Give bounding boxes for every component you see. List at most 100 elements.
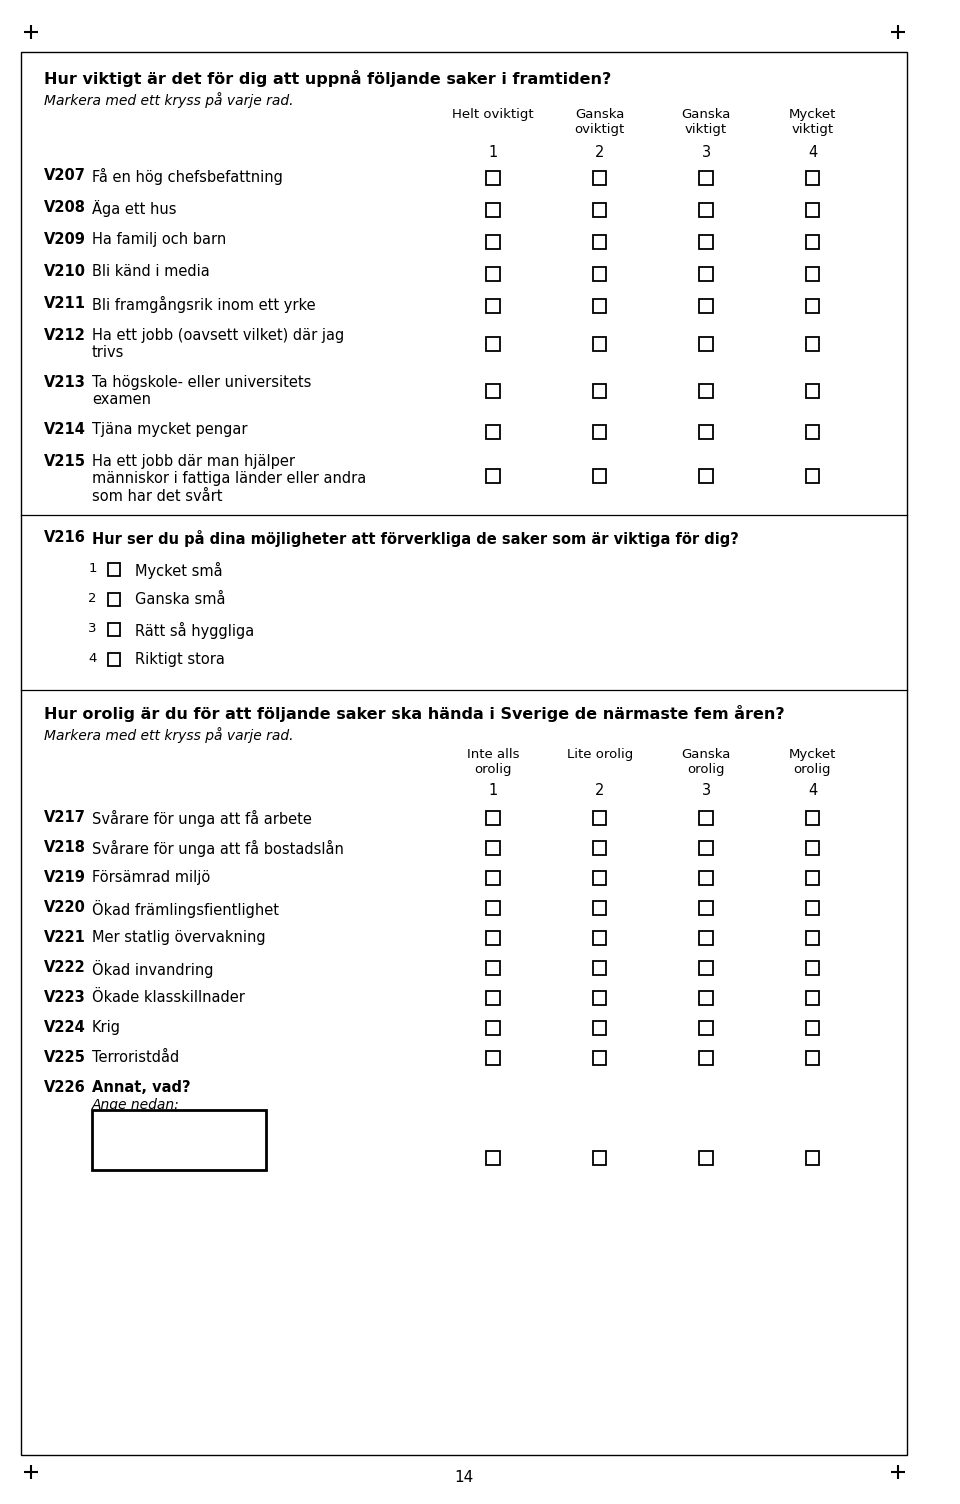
Bar <box>593 268 607 281</box>
Text: 4: 4 <box>807 144 817 159</box>
Text: Riktigt stora: Riktigt stora <box>135 653 226 666</box>
Bar <box>593 299 607 313</box>
Bar <box>593 961 607 975</box>
Bar <box>805 337 819 350</box>
Bar <box>487 426 500 439</box>
Text: Bli framgångsrik inom ett yrke: Bli framgångsrik inom ett yrke <box>92 296 316 313</box>
Text: Krig: Krig <box>92 1020 121 1035</box>
Bar <box>699 1151 713 1166</box>
Text: Ha familj och barn: Ha familj och barn <box>92 232 227 247</box>
Text: 4: 4 <box>807 784 817 799</box>
Bar <box>805 991 819 1005</box>
Bar <box>805 203 819 217</box>
Bar <box>699 203 713 217</box>
Text: Ha ett jobb där man hjälper
människor i fattiga länder eller andra
som har det s: Ha ett jobb där man hjälper människor i … <box>92 454 366 504</box>
Text: Svårare för unga att få arbete: Svårare för unga att få arbete <box>92 811 312 827</box>
Text: Annat, vad?: Annat, vad? <box>92 1080 190 1095</box>
Bar <box>92 1110 266 1170</box>
Bar <box>487 991 500 1005</box>
Bar <box>699 871 713 884</box>
Bar <box>487 811 500 826</box>
Bar <box>699 469 713 483</box>
Bar <box>699 1021 713 1035</box>
Bar <box>699 961 713 975</box>
Bar <box>699 841 713 854</box>
Bar <box>805 171 819 185</box>
Text: Markera med ett kryss på varje rad.: Markera med ett kryss på varje rad. <box>43 726 293 743</box>
Bar <box>805 1021 819 1035</box>
Text: Lite orolig: Lite orolig <box>566 747 633 761</box>
Text: Mer statlig övervakning: Mer statlig övervakning <box>92 929 266 945</box>
Bar <box>593 991 607 1005</box>
Bar <box>699 171 713 185</box>
Bar <box>593 384 607 399</box>
Text: 1: 1 <box>489 784 498 799</box>
Bar <box>487 469 500 483</box>
Text: Terroristdåd: Terroristdåd <box>92 1050 180 1065</box>
Text: Ange nedan:: Ange nedan: <box>92 1098 180 1111</box>
Text: 4: 4 <box>88 653 97 665</box>
Bar <box>805 931 819 945</box>
Text: V220: V220 <box>43 899 85 914</box>
Text: V211: V211 <box>43 296 85 311</box>
Bar <box>805 841 819 854</box>
Bar <box>487 337 500 350</box>
Text: Äga ett hus: Äga ett hus <box>92 200 177 217</box>
Bar <box>699 384 713 399</box>
Text: Rätt så hyggliga: Rätt så hyggliga <box>135 623 254 639</box>
Text: V213: V213 <box>43 374 85 390</box>
Bar <box>593 171 607 185</box>
Text: Mycket
viktigt: Mycket viktigt <box>789 108 836 135</box>
Bar <box>487 268 500 281</box>
Text: 2: 2 <box>595 784 605 799</box>
Bar <box>487 901 500 914</box>
Bar <box>699 426 713 439</box>
Bar <box>805 384 819 399</box>
Text: Hur viktigt är det för dig att uppnå följande saker i framtiden?: Hur viktigt är det för dig att uppnå föl… <box>43 71 611 87</box>
Text: V207: V207 <box>43 168 85 183</box>
Text: V225: V225 <box>43 1050 85 1065</box>
Bar <box>487 171 500 185</box>
Bar <box>805 299 819 313</box>
Bar <box>593 426 607 439</box>
Text: V216: V216 <box>43 529 85 544</box>
Bar <box>487 384 500 399</box>
Text: 2: 2 <box>595 144 605 159</box>
Bar <box>805 961 819 975</box>
Text: Ökade klasskillnader: Ökade klasskillnader <box>92 990 245 1005</box>
Text: Mycket små: Mycket små <box>135 562 223 579</box>
Bar <box>108 623 120 636</box>
Bar <box>593 1021 607 1035</box>
Text: V212: V212 <box>43 328 85 343</box>
Text: V219: V219 <box>43 869 85 884</box>
Bar <box>487 871 500 884</box>
Text: Få en hög chefsbefattning: Få en hög chefsbefattning <box>92 168 283 185</box>
Bar <box>699 235 713 250</box>
Text: V223: V223 <box>43 990 85 1005</box>
Bar <box>699 901 713 914</box>
Bar <box>805 871 819 884</box>
Text: Ganska
oviktigt: Ganska oviktigt <box>574 108 625 135</box>
Bar <box>699 337 713 350</box>
Text: V222: V222 <box>43 960 85 975</box>
Bar <box>487 961 500 975</box>
Text: V208: V208 <box>43 200 85 215</box>
Bar <box>699 811 713 826</box>
Text: Helt oviktigt: Helt oviktigt <box>452 108 534 120</box>
Text: V209: V209 <box>43 232 85 247</box>
Bar <box>805 1151 819 1166</box>
Bar <box>593 1051 607 1065</box>
Text: 1: 1 <box>88 562 97 575</box>
Bar <box>699 268 713 281</box>
Text: Bli känd i media: Bli känd i media <box>92 265 209 280</box>
Bar <box>593 901 607 914</box>
Bar <box>108 593 120 606</box>
Bar <box>487 1151 500 1166</box>
Text: Hur orolig är du för att följande saker ska hända i Sverige de närmaste fem åren: Hur orolig är du för att följande saker … <box>43 705 784 722</box>
Bar <box>593 1151 607 1166</box>
Bar <box>487 299 500 313</box>
Bar <box>487 1051 500 1065</box>
Bar <box>487 841 500 854</box>
Text: Ha ett jobb (oavsett vilket) där jag
trivs: Ha ett jobb (oavsett vilket) där jag tri… <box>92 328 344 361</box>
Bar <box>699 991 713 1005</box>
